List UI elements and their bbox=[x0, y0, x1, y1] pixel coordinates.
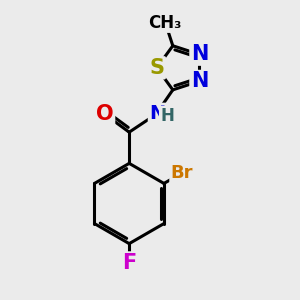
Text: N: N bbox=[191, 71, 208, 92]
Text: N: N bbox=[191, 44, 208, 64]
Text: S: S bbox=[149, 58, 164, 78]
Text: O: O bbox=[96, 104, 114, 124]
Text: N: N bbox=[149, 104, 166, 123]
Text: F: F bbox=[122, 253, 136, 273]
Text: CH₃: CH₃ bbox=[148, 14, 182, 32]
Text: Br: Br bbox=[171, 164, 193, 182]
Text: H: H bbox=[160, 107, 174, 125]
